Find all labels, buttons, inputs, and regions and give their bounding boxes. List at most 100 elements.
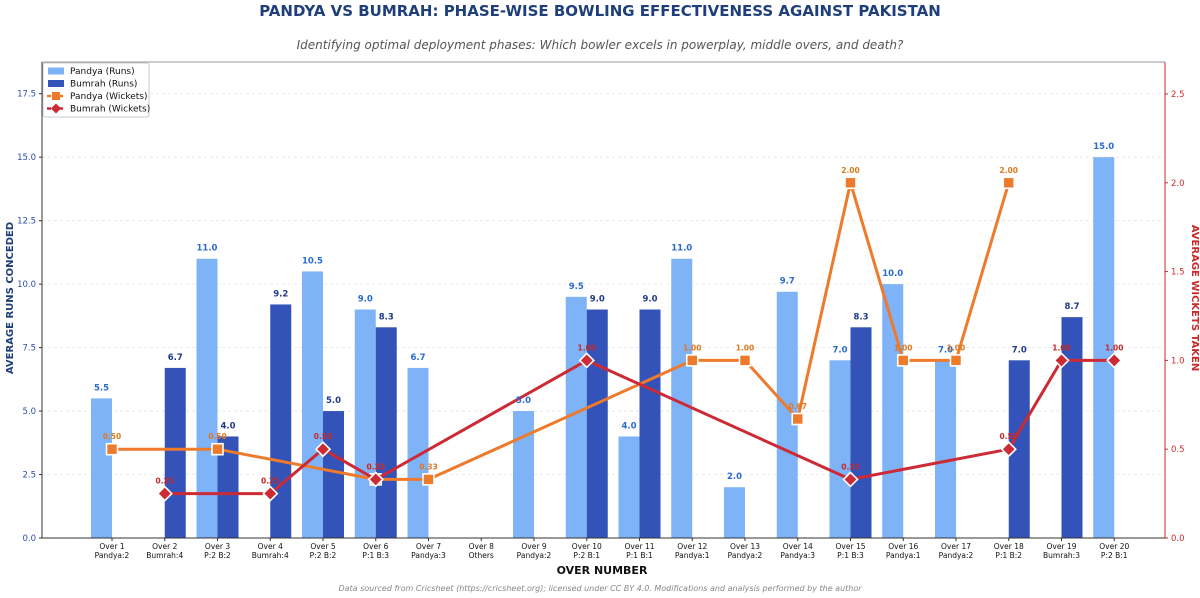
pandya-runs-bar bbox=[776, 291, 798, 538]
pandya-runs-label: 15.0 bbox=[1093, 142, 1114, 152]
y-tick-label: 12.5 bbox=[17, 217, 36, 227]
pandya-wickets-label: 1.00 bbox=[736, 343, 755, 352]
bumrah-runs-label: 8.3 bbox=[379, 312, 394, 322]
pandya-wickets-marker bbox=[896, 354, 910, 367]
y-tick-label: 10.0 bbox=[17, 280, 36, 290]
x-tick-label: Over 12 bbox=[677, 542, 707, 551]
pandya-wickets-marker bbox=[791, 412, 805, 426]
y-tick-label: 2.5 bbox=[22, 471, 36, 481]
y2-axis-label: AVERAGE WICKETS TAKEN bbox=[1189, 225, 1200, 372]
y-tick-label: 15.0 bbox=[17, 153, 36, 163]
x-tick-sublabel: Pandya:3 bbox=[780, 551, 815, 560]
bumrah-runs-bar bbox=[270, 304, 292, 538]
pandya-wickets-label: 0.67 bbox=[788, 402, 807, 411]
x-tick-sublabel: Pandya:2 bbox=[939, 551, 974, 560]
x-tick-label: Over 18 bbox=[994, 542, 1024, 551]
pandya-wickets-label: 1.00 bbox=[683, 343, 702, 352]
bumrah-runs-bar bbox=[375, 327, 397, 538]
pandya-runs-bar bbox=[1093, 157, 1115, 538]
x-tick-sublabel: P:2 B:2 bbox=[310, 551, 337, 560]
legend-label: Bumrah (Wickets) bbox=[70, 105, 150, 115]
pandya-wickets-marker bbox=[949, 354, 963, 367]
x-tick-sublabel: Bumrah:3 bbox=[1043, 551, 1080, 560]
pandya-runs-label: 2.0 bbox=[727, 472, 742, 482]
bumrah-runs-label: 8.3 bbox=[853, 312, 868, 322]
x-tick-label: Over 19 bbox=[1047, 542, 1077, 551]
x-tick-sublabel: Pandya:1 bbox=[675, 551, 710, 560]
pandya-runs-bar bbox=[91, 398, 112, 538]
bumrah-runs-bar bbox=[217, 436, 239, 538]
legend-label: Pandya (Wickets) bbox=[70, 92, 147, 102]
pandya-runs-bar bbox=[618, 436, 640, 538]
pandya-wickets-marker bbox=[1002, 176, 1016, 190]
pandya-runs-label: 10.5 bbox=[302, 256, 323, 266]
x-tick-sublabel: Pandya:2 bbox=[517, 551, 552, 560]
pandya-wickets-marker bbox=[422, 473, 435, 486]
bumrah-wickets-marker bbox=[842, 471, 859, 488]
x-tick-label: Over 17 bbox=[941, 542, 971, 551]
bumrah-runs-bar bbox=[1061, 317, 1083, 538]
bumrah-runs-label: 5.0 bbox=[326, 396, 341, 406]
x-tick-sublabel: Pandya:3 bbox=[411, 551, 446, 560]
wicket-lines bbox=[105, 176, 1123, 502]
bumrah-wickets-label: 1.00 bbox=[577, 343, 596, 352]
pandya-runs-label: 9.7 bbox=[780, 277, 795, 287]
pandya-runs-bar bbox=[829, 360, 851, 538]
x-tick-sublabel: P:1 B:1 bbox=[626, 551, 653, 560]
pandya-runs-bar bbox=[935, 360, 956, 538]
bumrah-wickets-marker bbox=[1053, 352, 1070, 369]
bumrah-wickets-marker bbox=[314, 441, 332, 458]
pandya-wickets-label: 1.00 bbox=[947, 343, 966, 352]
x-tick-label: Over 13 bbox=[730, 542, 760, 551]
bumrah-runs-label: 4.0 bbox=[220, 421, 235, 431]
y-tick-label: 5.0 bbox=[22, 407, 36, 417]
pandya-runs-label: 4.0 bbox=[621, 421, 636, 431]
bumrah-wickets-marker bbox=[367, 471, 384, 488]
legend-box bbox=[42, 62, 150, 118]
pandya-wickets-line bbox=[112, 181, 1011, 481]
pandya-runs-bar bbox=[302, 271, 323, 538]
x-tick-label: Over 6 bbox=[363, 542, 388, 551]
legend-swatch-marker bbox=[51, 103, 61, 114]
legend: Pandya (Runs) Bumrah (Runs) Pandya (Wicket… bbox=[42, 62, 150, 118]
pandya-wickets-marker bbox=[685, 354, 699, 367]
pandya-runs-bar bbox=[724, 487, 745, 538]
x-tick-sublabel: P:2 B:2 bbox=[204, 551, 231, 560]
x-tick-sublabel: Others bbox=[469, 551, 494, 560]
x-tick-sublabel: Pandya:2 bbox=[728, 551, 763, 560]
bumrah-wickets-label: 1.00 bbox=[1105, 343, 1124, 352]
bumrah-runs-label: 8.7 bbox=[1064, 302, 1079, 312]
pandya-runs-bar bbox=[565, 296, 587, 538]
x-tick-sublabel: Bumrah:4 bbox=[146, 551, 183, 560]
legend-swatch-marker bbox=[52, 92, 60, 100]
pandya-runs-label: 9.0 bbox=[358, 295, 373, 305]
x-tick-label: Over 1 bbox=[99, 542, 124, 551]
pandya-runs-bar bbox=[196, 258, 218, 538]
x-axis-label: OVER NUMBER bbox=[557, 564, 648, 577]
x-tick-label: Over 8 bbox=[469, 542, 494, 551]
x-tick-sublabel: P:1 B:3 bbox=[837, 551, 864, 560]
x-tick-label: Over 15 bbox=[836, 542, 866, 551]
bumrah-runs-label: 9.0 bbox=[590, 295, 605, 305]
bumrah-runs-bar bbox=[1008, 360, 1030, 538]
x-tick-sublabel: P:2 B:1 bbox=[573, 551, 600, 560]
y-axis-label: AVERAGE RUNS CONCEDED bbox=[5, 222, 16, 374]
bumrah-wickets-label: 0.25 bbox=[261, 477, 280, 486]
bumrah-wickets-marker bbox=[262, 485, 279, 502]
x-tick-label: Over 16 bbox=[888, 542, 918, 551]
pandya-runs-bar bbox=[407, 367, 429, 538]
x-tick-label: Over 3 bbox=[205, 542, 230, 551]
y2-tick-label: 0.5 bbox=[1171, 445, 1185, 455]
x-tick-label: Over 2 bbox=[152, 542, 177, 551]
pandya-wickets-label: 0.33 bbox=[366, 462, 385, 471]
y-tick-label: 17.5 bbox=[17, 90, 36, 100]
data-labels: 5.5 6.7 11.0 4.0 9.2 10.5 5.0 9.0 8.3 6.7 5.0 9.5 9.… bbox=[94, 142, 1124, 485]
bumrah-wickets-label: 0.33 bbox=[366, 462, 385, 471]
y2-tick-label: 0.0 bbox=[1171, 534, 1185, 544]
pandya-runs-label: 11.0 bbox=[197, 244, 218, 254]
x-tick-label: Over 20 bbox=[1099, 542, 1129, 551]
bars bbox=[91, 157, 1115, 538]
pandya-runs-label: 5.5 bbox=[94, 383, 109, 393]
pandya-runs-bar bbox=[354, 309, 376, 538]
pandya-runs-bar bbox=[513, 411, 534, 538]
